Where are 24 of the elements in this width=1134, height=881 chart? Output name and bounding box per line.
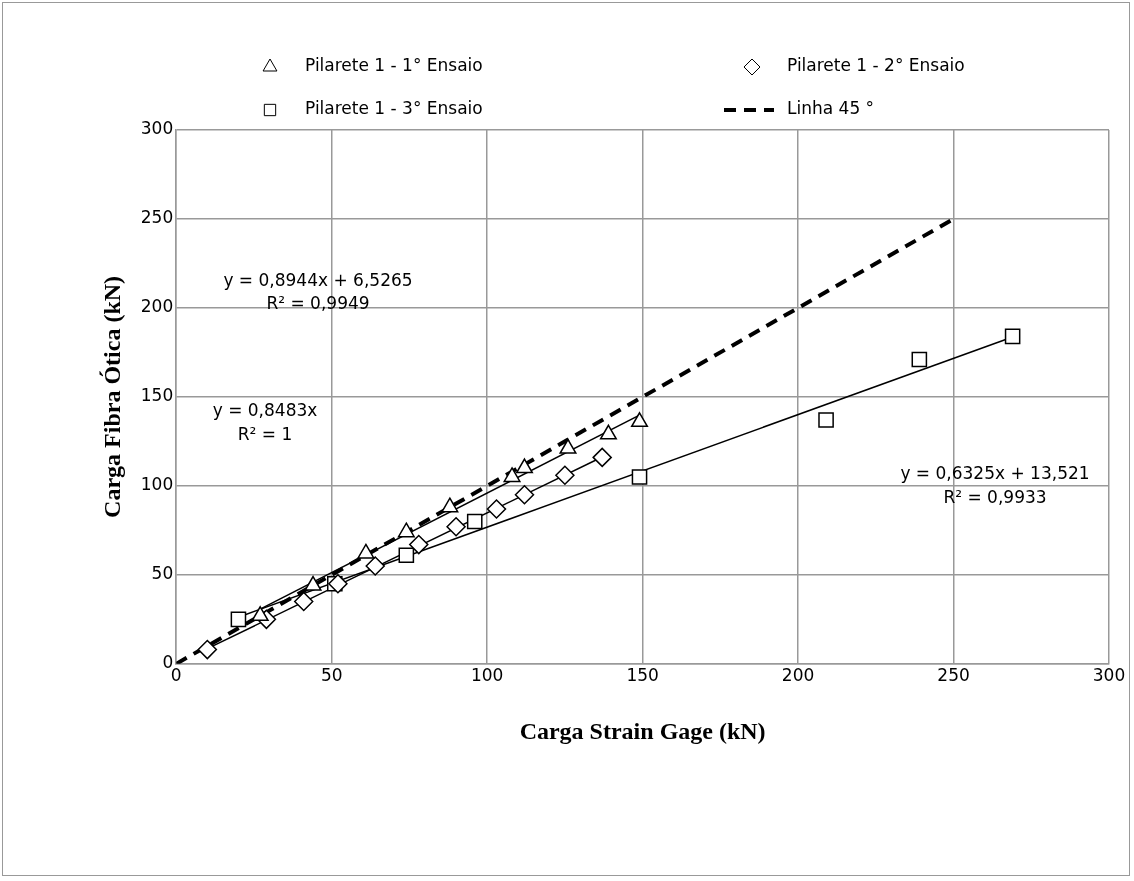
annotation: y = 0,8944x + 6,5265 bbox=[223, 270, 413, 291]
y-tick-label: 50 bbox=[151, 563, 174, 584]
x-axis-title: Carga Strain Gage (kN) bbox=[519, 717, 766, 744]
legend-label: Pilarete 1 - 2° Ensaio bbox=[787, 55, 965, 76]
x-tick-label: 150 bbox=[626, 665, 659, 686]
y-tick-label: 250 bbox=[140, 207, 174, 228]
y-tick-label: 100 bbox=[140, 474, 174, 495]
legend-label: Pilarete 1 - 3° Ensaio bbox=[305, 98, 483, 119]
annotation: R² = 1 bbox=[237, 424, 293, 445]
legend-label: Pilarete 1 - 1° Ensaio bbox=[305, 55, 483, 76]
annotation: y = 0,6325x + 13,521 bbox=[900, 463, 1090, 484]
y-axis-title: Carga Fibra Ótica (kN) bbox=[98, 275, 125, 518]
legend-label: Linha 45 ° bbox=[787, 98, 875, 119]
x-tick-label: 50 bbox=[320, 665, 343, 686]
annotation: y = 0,8483x bbox=[212, 400, 318, 421]
x-tick-label: 300 bbox=[1092, 665, 1126, 686]
x-tick-label: 200 bbox=[781, 665, 815, 686]
y-tick-label: 150 bbox=[140, 385, 174, 406]
annotation: R² = 0,9933 bbox=[943, 487, 1047, 508]
annotation: R² = 0,9949 bbox=[266, 293, 370, 314]
x-tick-label: 100 bbox=[470, 665, 504, 686]
y-tick-label: 300 bbox=[140, 118, 174, 139]
y-tick-label: 200 bbox=[140, 296, 174, 317]
x-tick-label: 250 bbox=[937, 665, 970, 686]
